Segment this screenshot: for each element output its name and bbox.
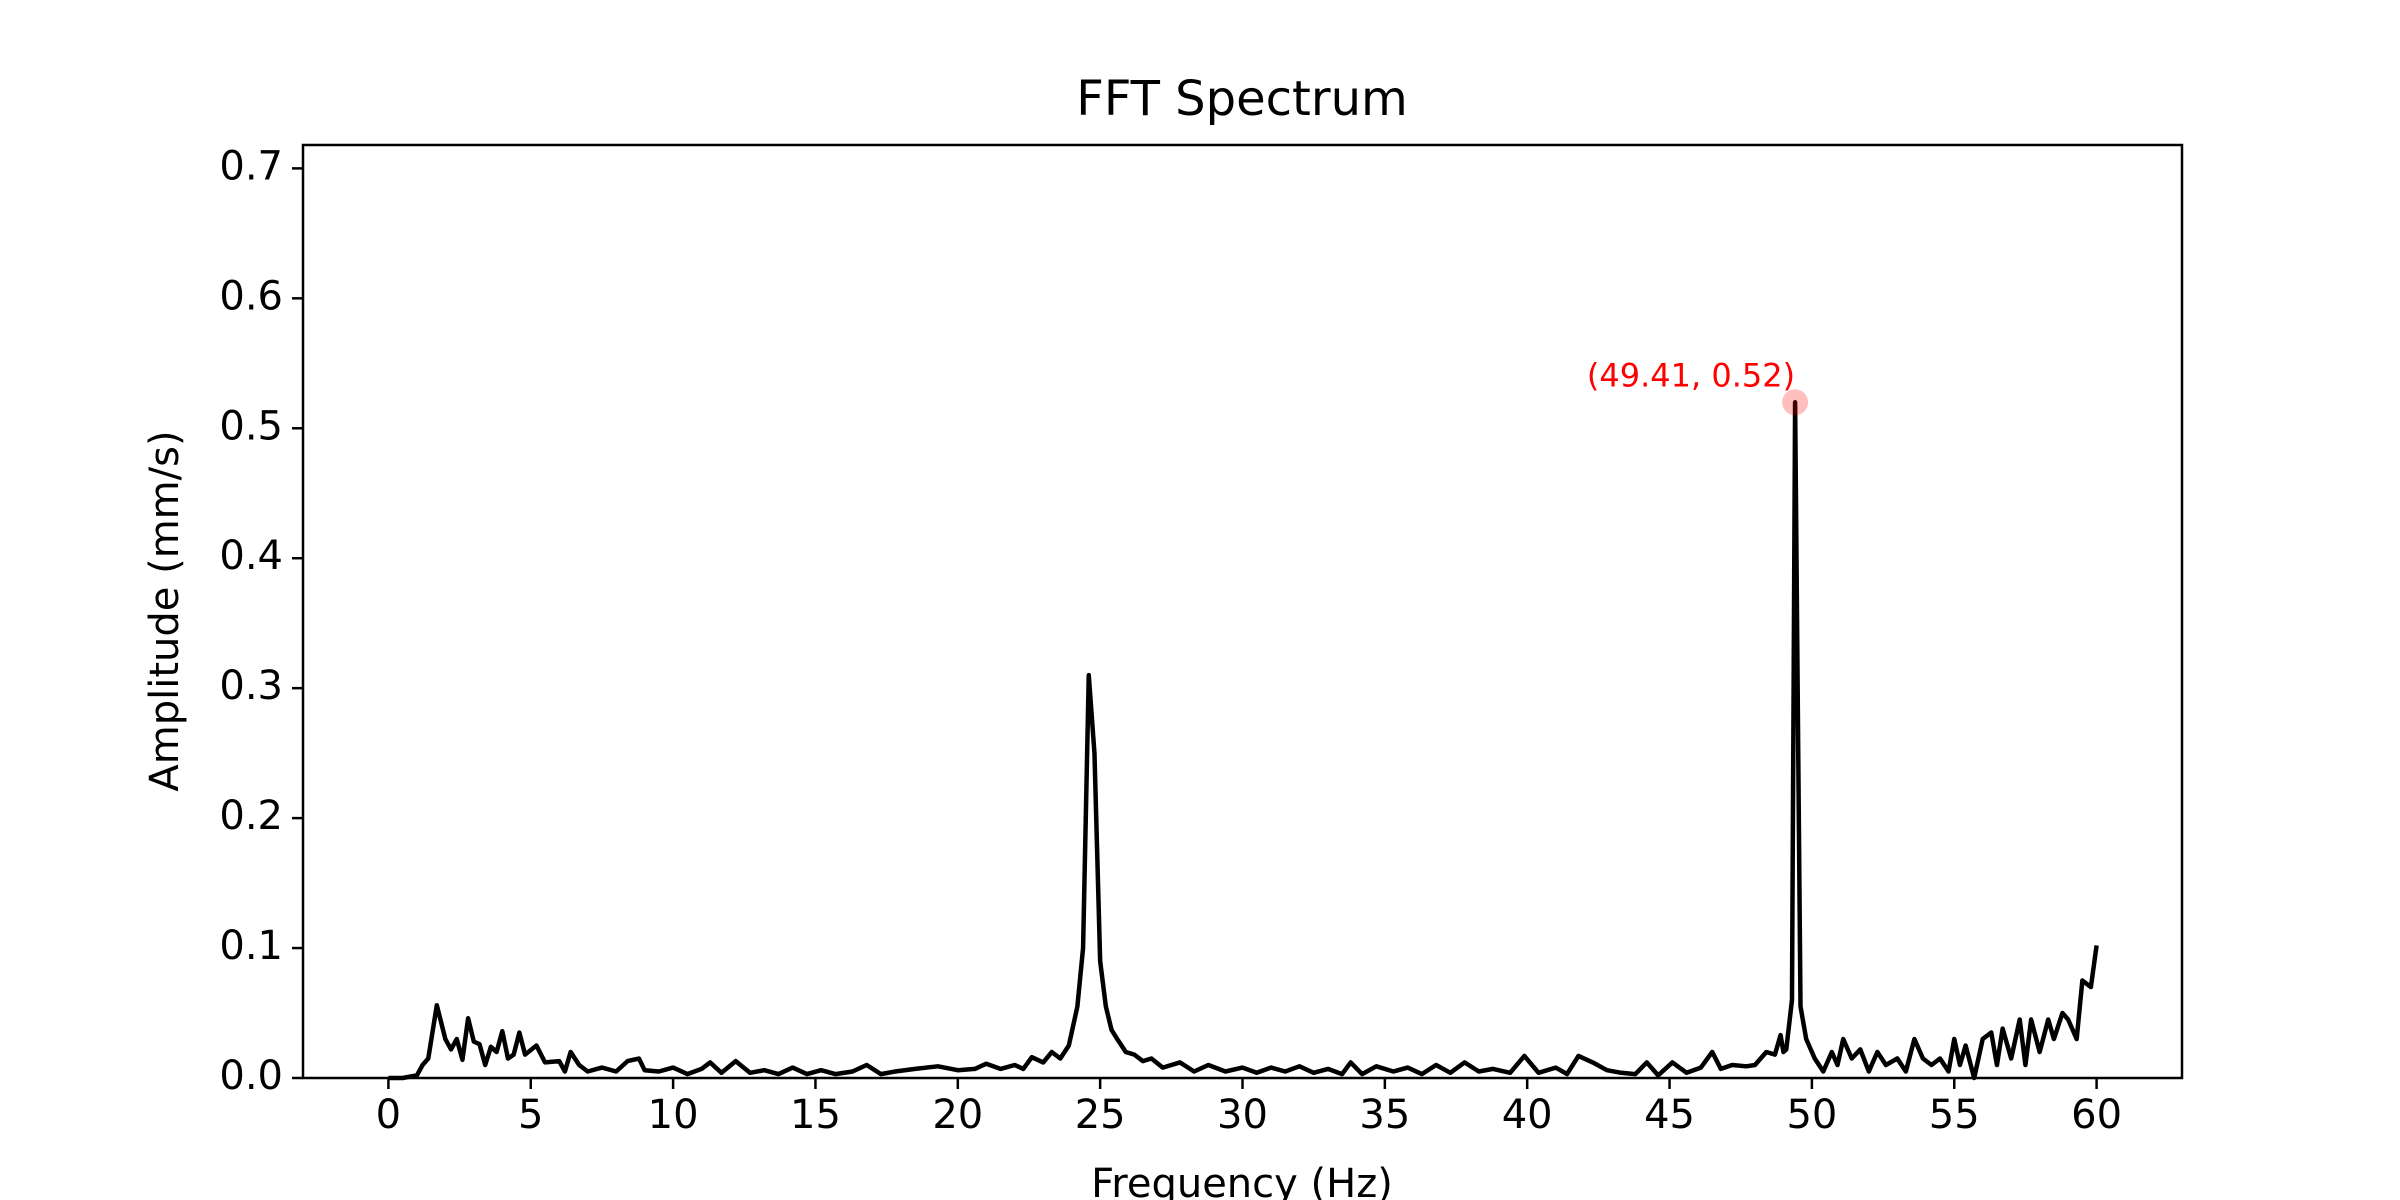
x-tick-label: 20 — [932, 1092, 983, 1138]
x-tick-label: 25 — [1075, 1092, 1126, 1138]
y-tick-label: 0.5 — [219, 403, 283, 449]
y-tick-label: 0.2 — [219, 793, 283, 839]
x-tick-label: 35 — [1359, 1092, 1410, 1138]
plot-area: (49.41, 0.52) — [388, 356, 2099, 1081]
x-tick-label: 40 — [1502, 1092, 1553, 1138]
x-tick-label: 45 — [1644, 1092, 1695, 1138]
x-tick-label: 0 — [376, 1092, 401, 1138]
x-tick-label: 50 — [1786, 1092, 1837, 1138]
x-tick-label: 10 — [648, 1092, 699, 1138]
y-tick-label: 0.1 — [219, 923, 283, 969]
y-tick-label: 0.7 — [219, 143, 283, 189]
x-tick-label: 55 — [1929, 1092, 1980, 1138]
annotation-marker — [1782, 389, 1809, 416]
x-tick-label: 30 — [1217, 1092, 1268, 1138]
x-axis-label: Frequency (Hz) — [1091, 1161, 1393, 1200]
y-axis-label: Amplitude (mm/s) — [142, 430, 188, 791]
x-tick-label: 5 — [518, 1092, 543, 1138]
y-tick-label: 0.0 — [219, 1053, 283, 1099]
annotation-label: (49.41, 0.52) — [1587, 356, 1795, 394]
spectrum-line — [388, 400, 2099, 1081]
chart-title: FFT Spectrum — [1076, 71, 1408, 127]
x-tick-label: 60 — [2071, 1092, 2122, 1138]
y-tick-label: 0.6 — [219, 273, 283, 319]
y-tick-label: 0.4 — [219, 533, 283, 579]
x-tick-label: 15 — [790, 1092, 841, 1138]
y-tick-label: 0.3 — [219, 663, 283, 709]
